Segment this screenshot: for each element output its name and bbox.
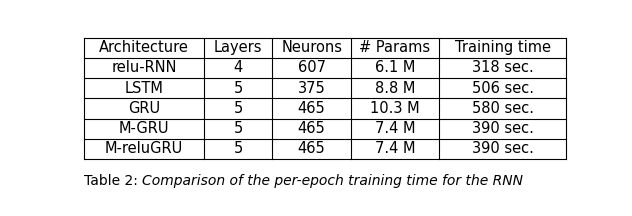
Text: # Params: # Params <box>360 40 430 55</box>
Text: M-reluGRU: M-reluGRU <box>105 141 183 156</box>
Text: 5: 5 <box>234 101 243 116</box>
Text: Table 2:: Table 2: <box>84 174 142 188</box>
Text: Training time: Training time <box>454 40 550 55</box>
Text: Table 2:: Table 2: <box>84 174 142 188</box>
Text: GRU: GRU <box>128 101 160 116</box>
Text: 465: 465 <box>298 121 325 136</box>
Text: 506 sec.: 506 sec. <box>471 81 533 96</box>
Text: 607: 607 <box>298 60 325 75</box>
Text: 390 sec.: 390 sec. <box>471 141 533 156</box>
Text: 580 sec.: 580 sec. <box>471 101 533 116</box>
Text: 5: 5 <box>234 81 243 96</box>
Text: relu-RNN: relu-RNN <box>111 60 177 75</box>
Text: Layers: Layers <box>214 40 262 55</box>
Text: 6.1 M: 6.1 M <box>375 60 415 75</box>
Text: 10.3 M: 10.3 M <box>370 101 420 116</box>
Text: Architecture: Architecture <box>99 40 189 55</box>
Text: M-GRU: M-GRU <box>119 121 169 136</box>
Text: Neurons: Neurons <box>281 40 342 55</box>
Text: 465: 465 <box>298 101 325 116</box>
Text: 5: 5 <box>234 141 243 156</box>
Text: 4: 4 <box>234 60 243 75</box>
Text: 318 sec.: 318 sec. <box>472 60 533 75</box>
Text: 465: 465 <box>298 141 325 156</box>
Text: 7.4 M: 7.4 M <box>375 121 415 136</box>
Text: 7.4 M: 7.4 M <box>375 141 415 156</box>
Text: 5: 5 <box>234 121 243 136</box>
Text: 8.8 M: 8.8 M <box>375 81 415 96</box>
Text: LSTM: LSTM <box>125 81 163 96</box>
Text: 375: 375 <box>298 81 325 96</box>
Text: 390 sec.: 390 sec. <box>471 121 533 136</box>
Text: Comparison of the per-epoch training time for the RNN: Comparison of the per-epoch training tim… <box>142 174 523 188</box>
